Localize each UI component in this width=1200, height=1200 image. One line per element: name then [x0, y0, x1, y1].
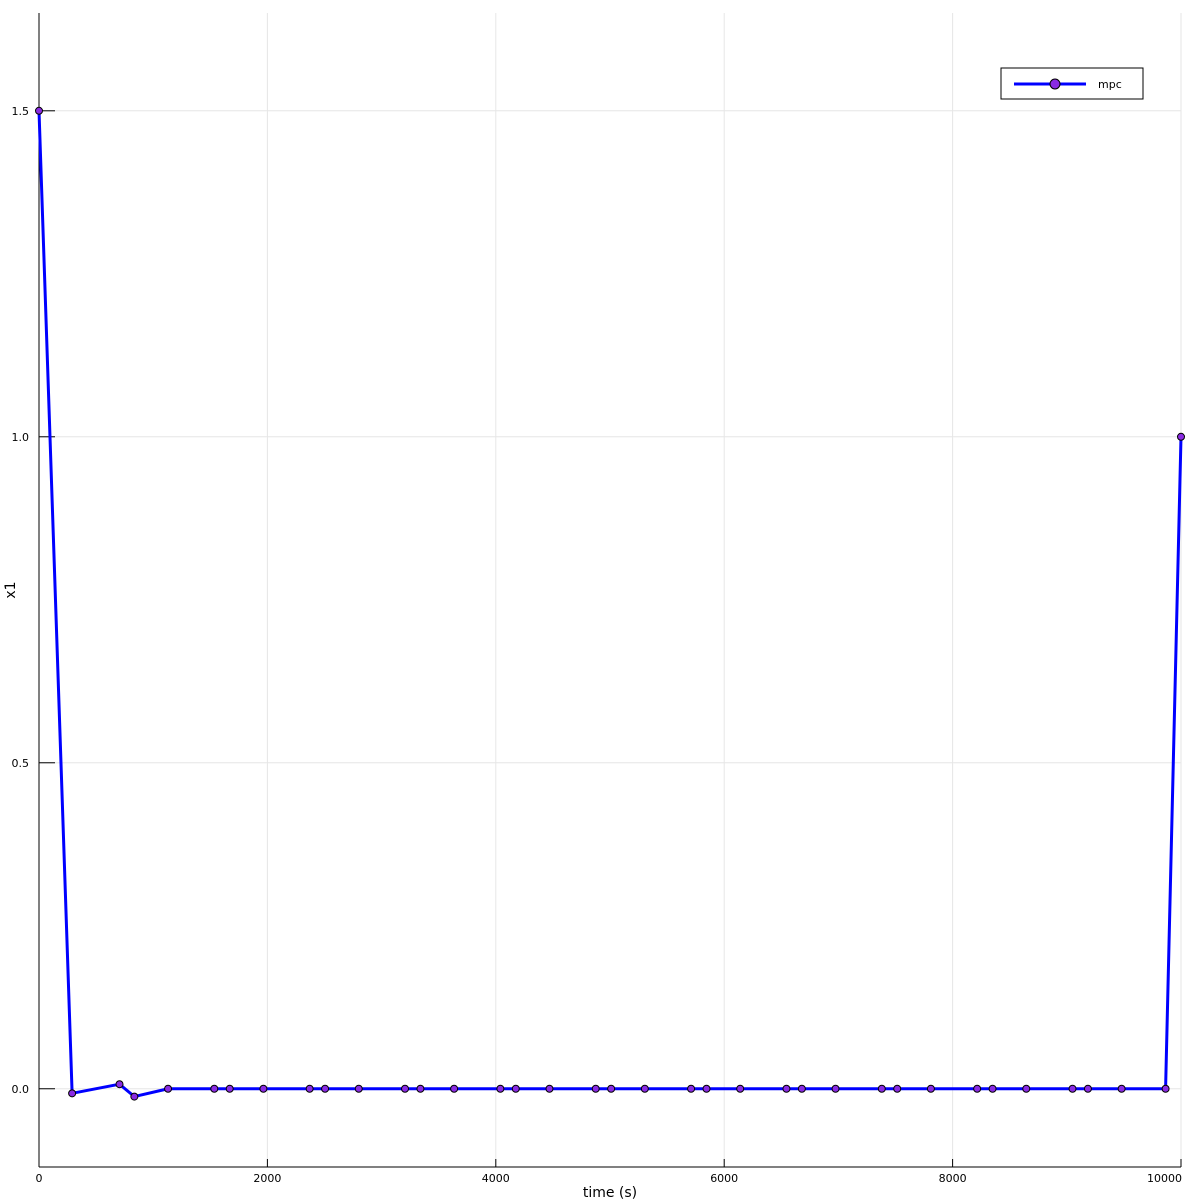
data-point	[416, 1084, 425, 1093]
data-point	[1068, 1084, 1077, 1093]
data-point	[68, 1089, 77, 1098]
data-point	[877, 1084, 886, 1093]
data-point	[988, 1084, 997, 1093]
data-point	[687, 1084, 696, 1093]
axes-layer	[38, 13, 1181, 1168]
data-point	[321, 1084, 330, 1093]
x-tick-label: 10000	[1147, 1172, 1182, 1185]
data-point	[831, 1084, 840, 1093]
data-point	[511, 1084, 520, 1093]
data-point	[640, 1084, 649, 1093]
data-point	[1117, 1084, 1126, 1093]
data-point	[115, 1080, 124, 1089]
legend-entry-mpc: mpc	[1098, 78, 1122, 91]
y-axis-label: x1	[3, 581, 19, 598]
y-tick-label: 0.5	[12, 757, 30, 770]
ticks-layer: 0 2000 4000 6000 8000 10000 0.0 0.5 1.0 1.5	[12, 105, 1183, 1185]
data-point	[450, 1084, 459, 1093]
data-point	[926, 1084, 935, 1093]
data-point	[210, 1084, 219, 1093]
data-point	[782, 1084, 791, 1093]
data-point	[545, 1084, 554, 1093]
data-point	[130, 1092, 139, 1101]
data-point	[1083, 1084, 1092, 1093]
data-point	[1161, 1084, 1170, 1093]
data-point	[496, 1084, 505, 1093]
data-point	[702, 1084, 711, 1093]
data-point	[164, 1084, 173, 1093]
data-point	[401, 1084, 410, 1093]
grid-layer	[39, 13, 1182, 1167]
data-point	[259, 1084, 268, 1093]
x-tick-label: 0	[36, 1172, 43, 1185]
data-point	[797, 1084, 806, 1093]
x-tick-label: 6000	[710, 1172, 738, 1185]
y-tick-label: 1.5	[12, 105, 30, 118]
data-point	[973, 1084, 982, 1093]
data-point	[35, 106, 43, 115]
data-point	[354, 1084, 363, 1093]
series-layer	[35, 106, 1185, 1101]
data-point	[736, 1084, 745, 1093]
series-line-mpc	[37, 110, 1183, 1099]
data-point	[225, 1084, 234, 1093]
data-point	[893, 1084, 902, 1093]
data-point	[1177, 432, 1185, 441]
data-point	[607, 1084, 616, 1093]
data-point	[1022, 1084, 1031, 1093]
legend-marker-swatch	[1049, 78, 1061, 90]
x-tick-label: 4000	[482, 1172, 510, 1185]
y-tick-label: 1.0	[12, 431, 30, 444]
x-axis-label: time (s)	[583, 1185, 637, 1200]
x-tick-label: 2000	[253, 1172, 281, 1185]
legend: mpc	[1000, 67, 1144, 100]
data-point	[591, 1084, 600, 1093]
data-point	[305, 1084, 314, 1093]
y-tick-label: 0.0	[12, 1083, 30, 1096]
x-tick-label: 8000	[939, 1172, 967, 1185]
